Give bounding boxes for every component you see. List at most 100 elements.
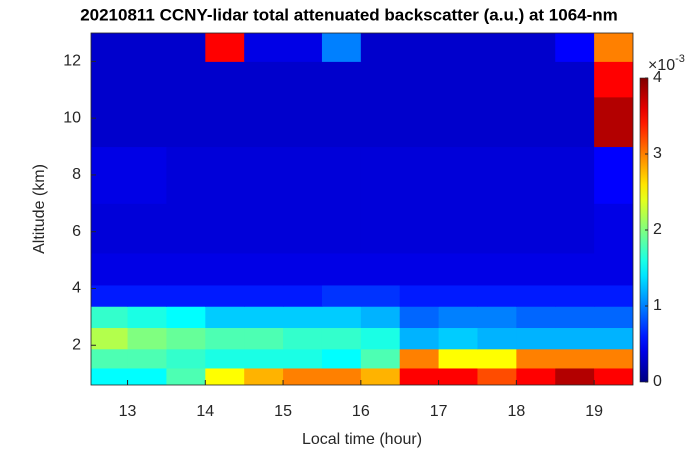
colorbar-tick-label: 2 [653, 221, 662, 238]
colorbar-multiplier: ×10-3 [648, 53, 685, 74]
heatmap-cell [555, 348, 595, 369]
heatmap-cell [244, 146, 284, 204]
heatmap-cell [321, 33, 362, 62]
heatmap-cell [91, 284, 129, 307]
heatmap-cell [477, 33, 517, 62]
heatmap-cell [166, 96, 206, 148]
heatmap-cell [516, 146, 556, 204]
heatmap-cell [205, 327, 245, 350]
colorbar-tick-label: 3 [653, 145, 662, 162]
heatmap-cell [321, 348, 362, 369]
x-tick-label: 15 [274, 403, 292, 420]
heatmap-cell [91, 61, 129, 98]
heatmap-cell [244, 327, 284, 350]
heatmap-cell [127, 203, 167, 254]
heatmap-cell [166, 253, 206, 286]
heatmap-cell [91, 253, 129, 286]
heatmap-cell [244, 61, 284, 98]
heatmap-cell [166, 61, 206, 98]
colorbar-tick-label: 0 [653, 373, 662, 390]
heatmap-cell [438, 61, 478, 98]
heatmap-cell [283, 146, 323, 204]
heatmap-cell [91, 203, 129, 254]
heatmap-cell [399, 327, 440, 350]
heatmap-cell [205, 306, 245, 329]
heatmap-cell [166, 284, 206, 307]
heatmap-cell [516, 253, 556, 286]
heatmap-cell [205, 96, 245, 148]
heatmap-cell [205, 146, 245, 204]
heatmap-cell [555, 327, 595, 350]
heatmap-cell [321, 61, 362, 98]
heatmap-cell [166, 33, 206, 62]
heatmap-cell [438, 306, 478, 329]
heatmap-cell [205, 253, 245, 286]
heatmap-cell [244, 253, 284, 286]
heatmap-cell [477, 203, 517, 254]
x-axis-label: Local time (hour) [302, 431, 422, 448]
heatmap-cell [516, 327, 556, 350]
y-axis-label: Altitude (km) [31, 164, 48, 254]
heatmap-cell [283, 203, 323, 254]
chart-title: 20210811 CCNY-lidar total attenuated bac… [80, 5, 618, 24]
heatmap-cell [477, 327, 517, 350]
heatmap-cell [594, 146, 633, 204]
heatmap [91, 33, 633, 385]
heatmap-cell [399, 33, 440, 62]
heatmap-cell [438, 203, 478, 254]
heatmap-cell [594, 253, 633, 286]
heatmap-cell [91, 146, 129, 204]
heatmap-cell [283, 61, 323, 98]
y-tick-label: 2 [72, 336, 81, 353]
heatmap-cell [360, 327, 401, 350]
heatmap-cell [244, 367, 284, 385]
x-tick-label: 13 [119, 403, 137, 420]
heatmap-cell [321, 306, 362, 329]
heatmap-cell [91, 33, 129, 62]
heatmap-cell [360, 146, 401, 204]
heatmap-cell [321, 253, 362, 286]
y-tick-label: 8 [72, 166, 81, 183]
heatmap-cell [166, 306, 206, 329]
heatmap-cell [91, 96, 129, 148]
heatmap-cell [127, 367, 167, 385]
heatmap-cell [399, 96, 440, 148]
heatmap-cell [438, 367, 478, 385]
heatmap-cell [516, 367, 556, 385]
heatmap-cell [244, 33, 284, 62]
x-tick-label: 17 [430, 403, 448, 420]
heatmap-cell [360, 284, 401, 307]
heatmap-cell [127, 327, 167, 350]
heatmap-cell [205, 348, 245, 369]
heatmap-cell [594, 327, 633, 350]
heatmap-cell [205, 33, 245, 62]
heatmap-cell [516, 96, 556, 148]
heatmap-cell [127, 146, 167, 204]
heatmap-cell [399, 146, 440, 204]
heatmap-cell [438, 348, 478, 369]
heatmap-cell [438, 284, 478, 307]
heatmap-cell [399, 61, 440, 98]
colorbar-tick-label: 4 [653, 69, 662, 86]
heatmap-cell [283, 348, 323, 369]
heatmap-cell [283, 367, 323, 385]
heatmap-cell [438, 33, 478, 62]
heatmap-cell [127, 306, 167, 329]
heatmap-cell [516, 61, 556, 98]
heatmap-cell [477, 348, 517, 369]
heatmap-cell [516, 203, 556, 254]
heatmap-cell [127, 348, 167, 369]
heatmap-cell [594, 367, 633, 385]
heatmap-cell [399, 306, 440, 329]
heatmap-cell [438, 327, 478, 350]
heatmap-cell [555, 203, 595, 254]
x-tick-label: 16 [352, 403, 370, 420]
heatmap-cell [594, 348, 633, 369]
heatmap-cell [321, 327, 362, 350]
heatmap-cell [360, 61, 401, 98]
heatmap-cell [283, 33, 323, 62]
heatmap-cell [594, 306, 633, 329]
heatmap-cell [244, 348, 284, 369]
heatmap-cell [166, 348, 206, 369]
